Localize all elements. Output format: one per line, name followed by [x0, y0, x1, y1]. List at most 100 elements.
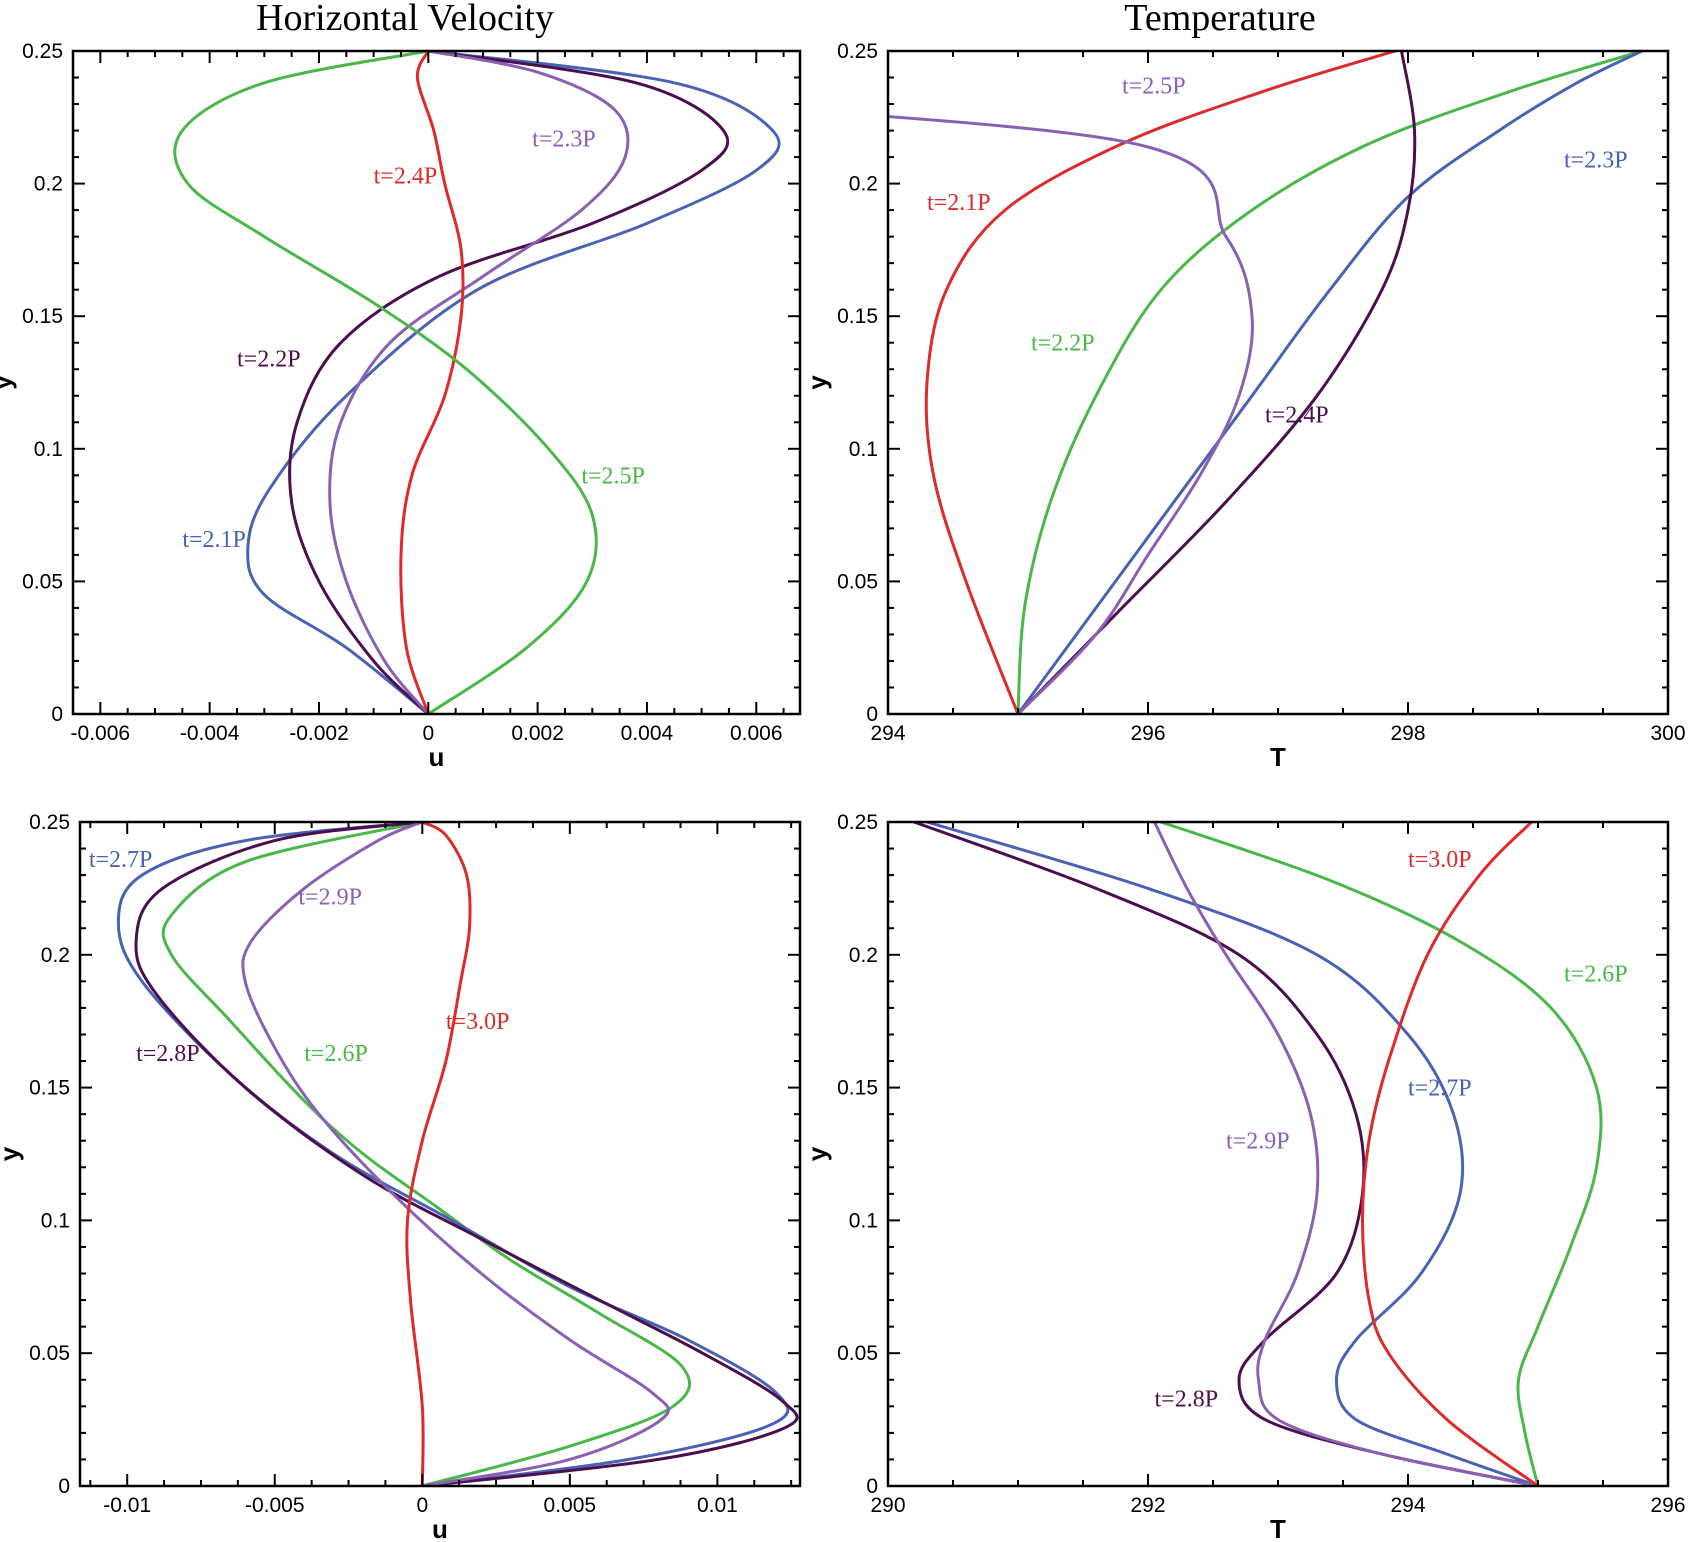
- x-tick-label: 0.002: [511, 722, 564, 745]
- x-tick-label: 294: [870, 722, 905, 745]
- y-axis-label: y: [0, 1146, 24, 1161]
- x-axis-label: u: [429, 742, 445, 772]
- series-line-t-2-4p: [399, 51, 465, 714]
- y-tick-label: 0.05: [837, 570, 878, 593]
- x-tick-label: 0.01: [697, 1494, 738, 1517]
- x-tick-label: -0.005: [245, 1494, 305, 1517]
- y-tick-label: 0.15: [837, 305, 878, 328]
- x-axis-label: u: [432, 1514, 448, 1542]
- y-axis-label: y: [802, 1146, 832, 1161]
- series-line-t-2-7p: [116, 822, 790, 1486]
- y-tick-label: 0.1: [849, 1209, 878, 1232]
- x-tick-label: 292: [1130, 1494, 1165, 1517]
- series-label-t-2-3p: t=2.3P: [1564, 148, 1628, 174]
- series-label-t-3-0p: t=3.0P: [446, 1009, 510, 1035]
- series-line-t-2-5p: [888, 114, 1254, 714]
- column-title-temperature: Temperature: [1124, 0, 1315, 39]
- series-line-t-2-8p: [134, 822, 799, 1486]
- series-line-t-3-0p: [405, 822, 472, 1486]
- series-line-t-2-2p: [288, 51, 730, 714]
- x-tick-label: 296: [1650, 1494, 1685, 1517]
- y-tick-label: 0.1: [41, 1209, 70, 1232]
- series-line-t-2-6p: [1159, 822, 1603, 1486]
- plot-frame: [78, 820, 802, 1488]
- series-line-t-2-1p: [924, 51, 1397, 714]
- x-tick-label: 298: [1390, 722, 1425, 745]
- x-tick-label: -0.004: [180, 722, 240, 745]
- y-tick-label: 0.05: [29, 1342, 70, 1365]
- series-line-t-2-1p: [246, 51, 781, 714]
- column-title-velocity: Horizontal Velocity: [256, 0, 554, 39]
- y-axis-label: y: [0, 375, 17, 390]
- curves: [912, 822, 1603, 1486]
- y-tick-label: 0.25: [29, 811, 70, 834]
- panel-bottom-left: -0.01 -0.005 0 0.005 0.01 0 0.05 0.1 0.15 0.2 0.25…: [0, 811, 802, 1542]
- y-axis-label: y: [802, 375, 832, 390]
- x-tick-label: 290: [870, 1494, 905, 1517]
- y-tick-label: 0: [58, 1475, 70, 1498]
- series-label-t-2-9p: t=2.9P: [298, 884, 362, 910]
- y-tick-label: 0.25: [22, 40, 63, 63]
- x-axis-label: T: [1270, 1514, 1286, 1542]
- y-tick-label: 0.15: [837, 1077, 878, 1100]
- x-tick-label: 0.004: [621, 722, 674, 745]
- series-label-t-2-3p: t=2.3P: [532, 127, 596, 153]
- series-label-t-2-9p: t=2.9P: [1226, 1129, 1290, 1155]
- y-tick-label: 0.2: [849, 944, 878, 967]
- series-label-t-2-6p: t=2.6P: [1564, 961, 1628, 987]
- y-tick-label: 0.15: [29, 1077, 70, 1100]
- y-tick-label: 0.25: [837, 40, 878, 63]
- y-tick-label: 0.15: [22, 305, 63, 328]
- x-tick-label: 300: [1650, 722, 1685, 745]
- panel-bottom-right: 290 292 294 296 0 0.05 0.1 0.15 0.2 0.25 Ty t=2.6P t…: [802, 811, 1686, 1542]
- series-line-t-2-8p: [912, 822, 1540, 1486]
- x-tick-label: -0.002: [289, 722, 349, 745]
- x-tick-label: -0.006: [71, 722, 131, 745]
- series-line-t-2-9p: [241, 822, 671, 1486]
- x-tick-label: 0.005: [544, 1494, 597, 1517]
- series-label-t-2-2p: t=2.2P: [1031, 331, 1095, 357]
- panel-top-left: -0.006 -0.004 -0.002 0 0.002 0.004 0.006 0 0.05 0…: [0, 40, 802, 772]
- series-label-t-2-2p: t=2.2P: [237, 347, 301, 373]
- y-tick-label: 0.05: [22, 570, 63, 593]
- series-label-t-2-1p: t=2.1P: [182, 527, 246, 553]
- y-tick-label: 0.2: [34, 173, 63, 196]
- x-tick-label: 0: [416, 1494, 428, 1517]
- series-line-t-2-3p: [328, 51, 630, 714]
- series-label-t-2-8p: t=2.8P: [136, 1041, 200, 1067]
- y-tick-label: 0.2: [849, 173, 878, 196]
- series-label-t-2-8p: t=2.8P: [1155, 1386, 1219, 1412]
- y-tick-label: 0.2: [41, 944, 70, 967]
- x-tick-label: -0.01: [103, 1494, 151, 1517]
- x-tick-label: 296: [1130, 722, 1165, 745]
- series-label-t-2-7p: t=2.7P: [1408, 1076, 1472, 1102]
- series-label-t-2-4p: t=2.4P: [1265, 402, 1329, 428]
- series-line-t-2-6p: [161, 822, 692, 1486]
- y-tick-label: 0: [866, 1475, 878, 1498]
- series-line-t-2-9p: [1153, 822, 1540, 1486]
- plot-frame: [71, 49, 802, 716]
- curves: [173, 51, 781, 714]
- x-axis-label: T: [1270, 742, 1286, 772]
- series-label-t-2-5p: t=2.5P: [1122, 73, 1186, 99]
- y-tick-label: 0: [51, 703, 63, 726]
- series-label-t-2-4p: t=2.4P: [374, 164, 438, 190]
- panel-top-right: 294 296 298 300 0 0.05 0.1 0.15 0.2 0.25 Ty t=2.1P t…: [802, 40, 1686, 772]
- series-line-t-2-2p: [1016, 51, 1644, 714]
- plot-frame: [886, 49, 1670, 716]
- series-label-t-2-7p: t=2.7P: [89, 847, 153, 873]
- series-line-t-2-4p: [1016, 51, 1417, 714]
- series-line-t-2-3p: [1016, 51, 1644, 714]
- x-tick-label: 0: [422, 722, 434, 745]
- y-tick-label: 0.05: [837, 1342, 878, 1365]
- series-label-t-2-6p: t=2.6P: [304, 1041, 368, 1067]
- curves: [888, 51, 1644, 714]
- series-line-t-2-7p: [925, 822, 1540, 1486]
- y-tick-label: 0.25: [837, 811, 878, 834]
- series-line-t-3-0p: [1361, 822, 1540, 1486]
- x-tick-label: 294: [1390, 1494, 1425, 1517]
- series-label-t-3-0p: t=3.0P: [1408, 847, 1472, 873]
- series-label-t-2-5p: t=2.5P: [581, 463, 645, 489]
- series-label-t-2-1p: t=2.1P: [927, 190, 991, 216]
